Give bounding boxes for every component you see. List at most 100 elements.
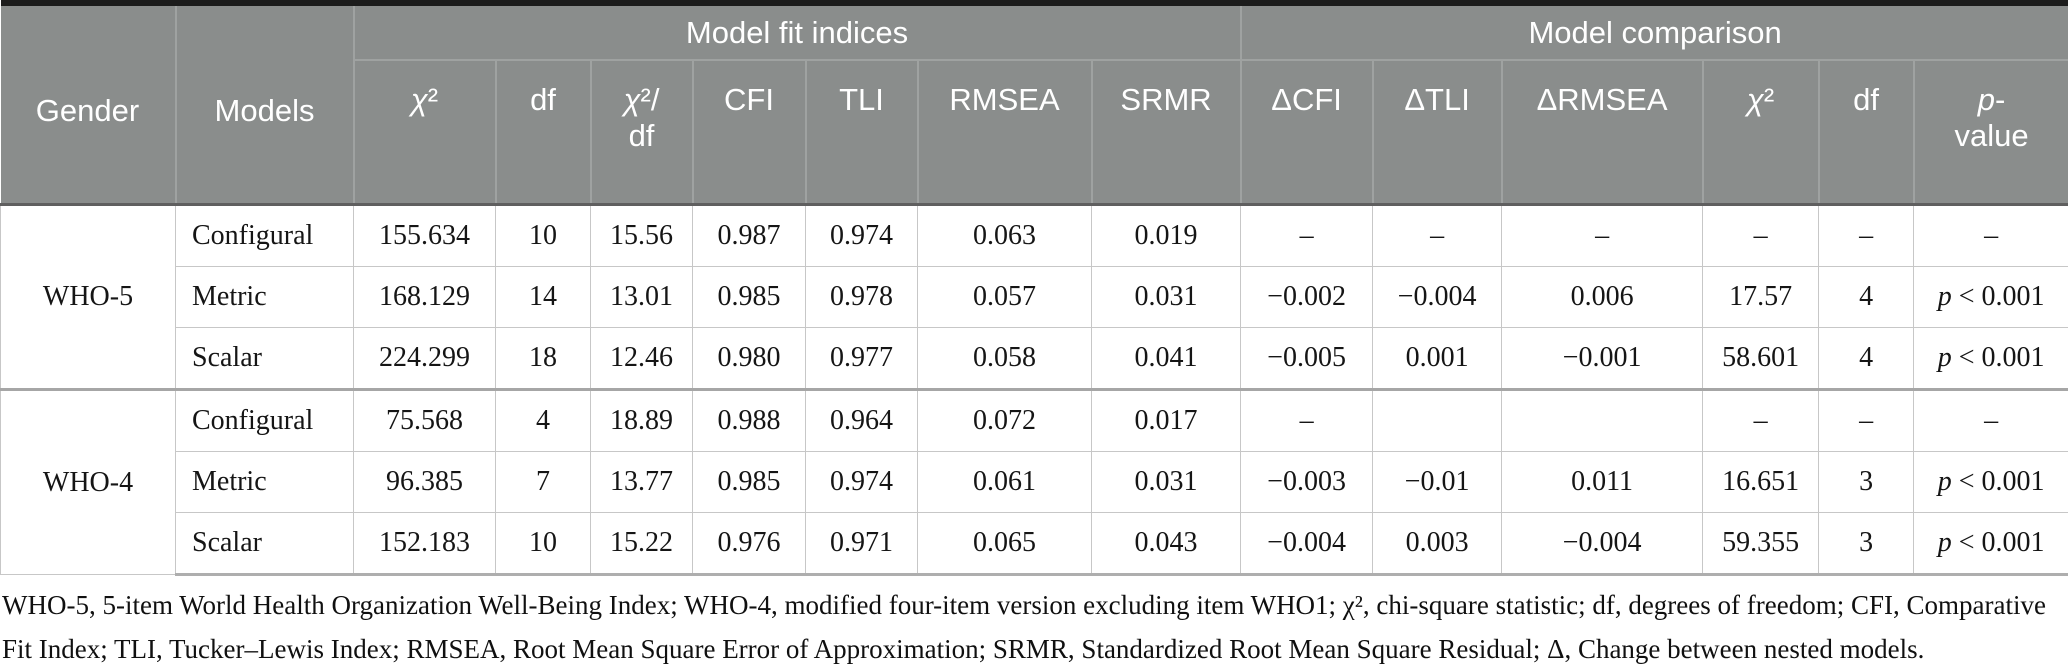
table-footnote: WHO-5, 5-item World Health Organization … bbox=[2, 583, 2062, 671]
measurement-invariance-table-page: Gender Models Model fit indices Model co… bbox=[0, 0, 2068, 646]
value-cell: 152.183 bbox=[354, 513, 496, 575]
value-cell: −0.01 bbox=[1373, 452, 1502, 513]
value-cell: 0.985 bbox=[693, 452, 806, 513]
value-cell: 0.031 bbox=[1092, 452, 1241, 513]
value-cell: −0.003 bbox=[1241, 452, 1373, 513]
value-cell: 13.77 bbox=[591, 452, 693, 513]
column-header-df-comparison: df bbox=[1819, 60, 1914, 205]
group-header-model-comparison: Model comparison bbox=[1241, 3, 2068, 60]
column-header-df: df bbox=[496, 60, 591, 205]
header-row-groups: Gender Models Model fit indices Model co… bbox=[1, 3, 2068, 60]
value-cell: 75.568 bbox=[354, 390, 496, 452]
value-cell: 18.89 bbox=[591, 390, 693, 452]
column-header-rmsea: RMSEA bbox=[918, 60, 1092, 205]
value-cell: 0.057 bbox=[918, 267, 1092, 328]
value-cell: 0.974 bbox=[806, 452, 918, 513]
value-cell: 0.063 bbox=[918, 205, 1092, 267]
value-cell: 0.019 bbox=[1092, 205, 1241, 267]
value-cell: 0.987 bbox=[693, 205, 806, 267]
value-cell: – bbox=[1241, 390, 1373, 452]
value-cell: 15.56 bbox=[591, 205, 693, 267]
model-cell: Configural bbox=[176, 205, 354, 267]
value-cell: 0.061 bbox=[918, 452, 1092, 513]
column-header-p-value: p-value bbox=[1914, 60, 2068, 205]
model-cell: Scalar bbox=[176, 513, 354, 575]
value-cell: 3 bbox=[1819, 452, 1914, 513]
value-cell: 0.971 bbox=[806, 513, 918, 575]
column-header-srmr: SRMR bbox=[1092, 60, 1241, 205]
gender-cell-who4: WHO-4 bbox=[1, 390, 176, 575]
model-fit-table: Gender Models Model fit indices Model co… bbox=[0, 0, 2068, 576]
model-cell: Metric bbox=[176, 452, 354, 513]
value-cell: – bbox=[1502, 205, 1703, 267]
column-header-delta-cfi: ΔCFI bbox=[1241, 60, 1373, 205]
column-header-delta-tli: ΔTLI bbox=[1373, 60, 1502, 205]
value-cell: 96.385 bbox=[354, 452, 496, 513]
value-cell: – bbox=[1241, 205, 1373, 267]
column-header-tli: TLI bbox=[806, 60, 918, 205]
table-row-who4-configural: WHO-4 Configural 75.568 4 18.89 0.988 0.… bbox=[1, 390, 2068, 452]
value-cell: 0.974 bbox=[806, 205, 918, 267]
table-header: Gender Models Model fit indices Model co… bbox=[1, 3, 2068, 205]
value-cell: 0.976 bbox=[693, 513, 806, 575]
column-header-models: Models bbox=[176, 3, 354, 205]
value-cell: 18 bbox=[496, 328, 591, 390]
value-cell: 0.043 bbox=[1092, 513, 1241, 575]
value-cell: 0.065 bbox=[918, 513, 1092, 575]
model-cell: Configural bbox=[176, 390, 354, 452]
gender-cell-who5: WHO-5 bbox=[1, 205, 176, 390]
model-cell: Scalar bbox=[176, 328, 354, 390]
table-row-who5-configural: WHO-5 Configural 155.634 10 15.56 0.987 … bbox=[1, 205, 2068, 267]
value-cell: 0.964 bbox=[806, 390, 918, 452]
value-cell: 4 bbox=[1819, 328, 1914, 390]
value-cell: −0.002 bbox=[1241, 267, 1373, 328]
value-cell: 7 bbox=[496, 452, 591, 513]
value-cell: – bbox=[1819, 205, 1914, 267]
p-value-cell: p < 0.001 bbox=[1914, 267, 2068, 328]
value-cell: 13.01 bbox=[591, 267, 693, 328]
table-row-who4-metric: Metric 96.385 7 13.77 0.985 0.974 0.061 … bbox=[1, 452, 2068, 513]
value-cell: 15.22 bbox=[591, 513, 693, 575]
value-cell: 0.001 bbox=[1373, 328, 1502, 390]
column-header-chi2-df-label: χ²/df bbox=[618, 82, 666, 154]
value-cell: 4 bbox=[496, 390, 591, 452]
value-cell: 0.058 bbox=[918, 328, 1092, 390]
column-header-gender: Gender bbox=[1, 3, 176, 205]
value-cell: – bbox=[1703, 205, 1819, 267]
group-header-model-fit-indices: Model fit indices bbox=[354, 3, 1241, 60]
p-value-cell: p < 0.001 bbox=[1914, 452, 2068, 513]
value-cell: 0.985 bbox=[693, 267, 806, 328]
value-cell: 155.634 bbox=[354, 205, 496, 267]
value-cell: 0.031 bbox=[1092, 267, 1241, 328]
value-cell: 0.041 bbox=[1092, 328, 1241, 390]
column-header-chi2-comparison: χ² bbox=[1703, 60, 1819, 205]
value-cell: 59.355 bbox=[1703, 513, 1819, 575]
value-cell: 0.011 bbox=[1502, 452, 1703, 513]
value-cell: – bbox=[1914, 205, 2068, 267]
value-cell: 0.978 bbox=[806, 267, 918, 328]
value-cell: −0.004 bbox=[1373, 267, 1502, 328]
value-cell: – bbox=[1914, 390, 2068, 452]
p-value-cell: p < 0.001 bbox=[1914, 328, 2068, 390]
table-row-who5-metric: Metric 168.129 14 13.01 0.985 0.978 0.05… bbox=[1, 267, 2068, 328]
value-cell: −0.004 bbox=[1502, 513, 1703, 575]
value-cell: 0.072 bbox=[918, 390, 1092, 452]
value-cell: 12.46 bbox=[591, 328, 693, 390]
column-header-chi2-df: χ²/df bbox=[591, 60, 693, 205]
value-cell: 10 bbox=[496, 513, 591, 575]
value-cell: 14 bbox=[496, 267, 591, 328]
value-cell: 0.980 bbox=[693, 328, 806, 390]
value-cell: 3 bbox=[1819, 513, 1914, 575]
value-cell: −0.001 bbox=[1502, 328, 1703, 390]
value-cell: 224.299 bbox=[354, 328, 496, 390]
table-row-who4-scalar: Scalar 152.183 10 15.22 0.976 0.971 0.06… bbox=[1, 513, 2068, 575]
value-cell: 0.977 bbox=[806, 328, 918, 390]
value-cell bbox=[1373, 390, 1502, 452]
value-cell: 168.129 bbox=[354, 267, 496, 328]
value-cell: 0.003 bbox=[1373, 513, 1502, 575]
value-cell: – bbox=[1819, 390, 1914, 452]
value-cell: 16.651 bbox=[1703, 452, 1819, 513]
value-cell: 58.601 bbox=[1703, 328, 1819, 390]
p-value-cell: p < 0.001 bbox=[1914, 513, 2068, 575]
column-header-chi2: χ² bbox=[354, 60, 496, 205]
